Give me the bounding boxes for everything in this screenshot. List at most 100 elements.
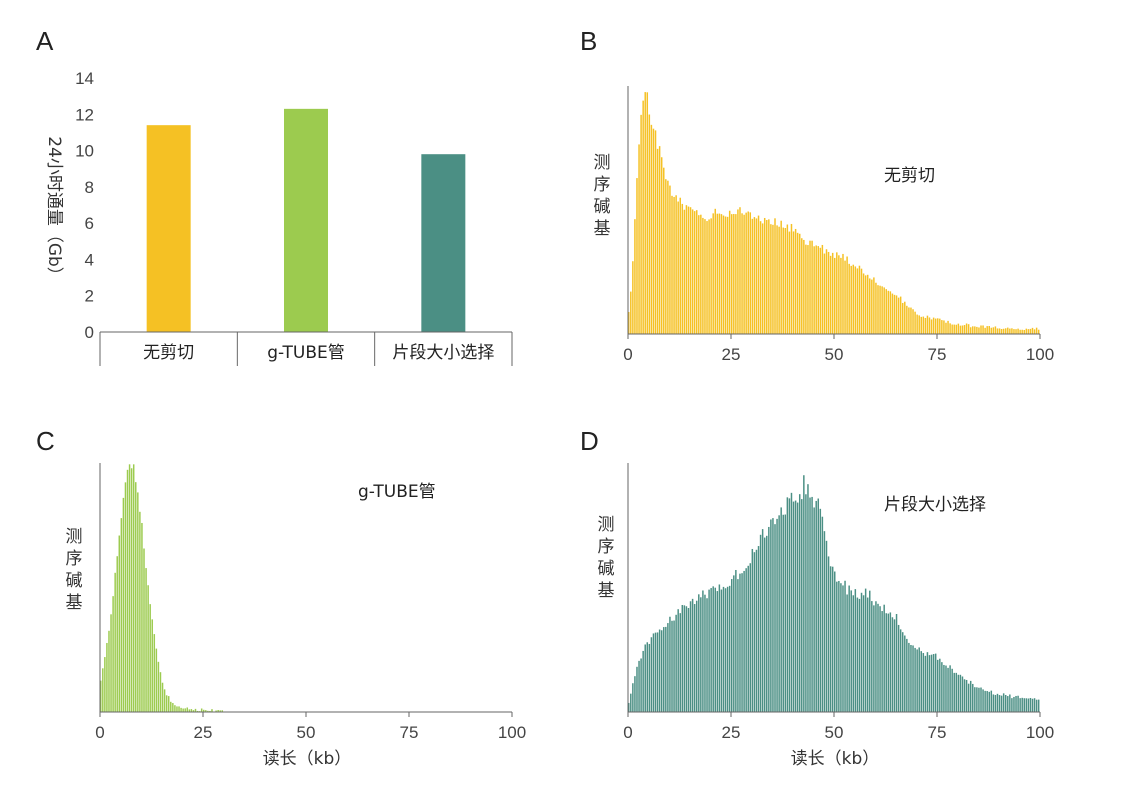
panel-d-hist-bar: [963, 679, 966, 712]
panel-b-hist-bar: [932, 317, 935, 334]
panel-b-hist-bar: [1017, 328, 1019, 334]
panel-c-y-title: 测序碱基: [66, 527, 83, 613]
panel-d-hist-bar: [689, 601, 692, 712]
panel-b-x-tick: 75: [928, 345, 947, 364]
panel-b-hist-bar: [988, 326, 990, 334]
panel-d-hist-bar: [784, 514, 787, 712]
panel-d-hist-bar: [774, 524, 776, 712]
panel-b-hist-bar: [677, 201, 679, 334]
panel-d-hist-bar: [916, 649, 918, 712]
panel-d-hist-bar: [949, 665, 951, 712]
panel-d-hist-bar: [1004, 694, 1007, 712]
panel-d-hist-bar: [848, 585, 850, 712]
panel-b-hist-bar: [815, 245, 817, 334]
panel-c-hist-bar: [120, 518, 123, 712]
panel-b-hist-bar: [965, 323, 968, 334]
panel-b-hist-bar: [982, 325, 984, 334]
panel-d-hist-bar: [803, 475, 805, 712]
panel-d-hist-bar: [644, 644, 646, 712]
panel-d-hist-bar: [854, 589, 857, 712]
panel-d-hist-bar: [856, 597, 859, 712]
panel-b-hist-bar: [716, 213, 719, 334]
panel-a-category-label: 无剪切: [143, 343, 194, 363]
panel-d-hist-bar: [805, 494, 807, 712]
panel-c-hist-bar: [221, 710, 224, 712]
panel-d-hist-bar: [1002, 693, 1005, 712]
panel-d-hist-bar: [955, 672, 958, 712]
panel-d-hist-bar: [766, 535, 768, 712]
panel-d-hist-bar: [656, 632, 659, 712]
panel-d-hist-bar: [912, 645, 914, 712]
panel-d-hist-bar: [967, 683, 970, 712]
panel-c-hist-bar: [116, 556, 118, 712]
panel-b-hist-bar: [654, 130, 657, 334]
panel-b-hist-bar: [728, 210, 731, 334]
panel-b-hist-bar: [737, 209, 739, 334]
panel-b-annotation: 无剪切: [884, 166, 935, 186]
panel-b-hist-bar: [700, 214, 702, 334]
panel-d-hist-bar: [718, 584, 721, 712]
panel-d-hist-bar: [831, 566, 834, 712]
panel-d-hist-bar: [652, 633, 655, 712]
panel-d-hist-bar: [887, 613, 890, 712]
panel-c-hist-bar: [167, 696, 170, 712]
panel-d-hist-bar: [838, 580, 840, 712]
panel-b-hist-bar: [755, 218, 758, 334]
panel-d-hist-bar: [663, 627, 665, 712]
panel-b-x-tick: 50: [825, 345, 844, 364]
panel-b-axis: 0 25 50 75 100: [623, 86, 1054, 364]
panel-b-hist-bar: [908, 307, 910, 334]
panel-d-x-title: 读长（kb）: [791, 749, 880, 769]
panel-b-hist-bar: [854, 266, 857, 334]
panel-b-hist-bar: [749, 212, 752, 334]
panel-b-hist-bar: [780, 220, 782, 334]
panel-d-hist-bar: [1009, 694, 1011, 712]
panel-d-hist-bar: [823, 531, 826, 712]
panel-b-hist-bar: [955, 324, 958, 334]
panel-b-hist-bar: [823, 253, 826, 334]
panel-d-hist-bar: [939, 658, 941, 712]
panel-d-hist-bar: [759, 534, 762, 712]
panel-d-hist-bar: [846, 594, 848, 712]
panel-d-hist-bar: [735, 569, 737, 712]
panel-d-hist-bar: [712, 586, 714, 712]
panel-a-category-label: g-TUBE管: [267, 343, 345, 363]
panel-b-hist-bar: [943, 320, 945, 334]
panel-d-hist-bar: [988, 691, 990, 712]
panel-b-hist-bar: [763, 217, 766, 334]
panel-d-hist-bar: [700, 597, 702, 712]
panel-d-hist-bar: [706, 598, 708, 712]
panel-b-hist-bar: [646, 92, 649, 335]
panel-b-hist-bar: [1013, 329, 1015, 334]
panel-c-hist-bar: [174, 705, 176, 712]
panel-c-hist-bar: [118, 535, 121, 712]
panel-b-hist-bar: [718, 213, 721, 334]
panel-d-hist-bar: [679, 613, 681, 712]
panel-d-hist-bar: [798, 494, 801, 712]
panel-d-hist-bar: [819, 508, 822, 712]
panel-d-hist-bar: [1025, 698, 1028, 712]
panel-d-hist-bar: [642, 650, 644, 712]
panel-d-hist-bar: [873, 605, 875, 712]
panel-d-annotation: 片段大小选择: [884, 495, 986, 515]
panel-b-hist-bar: [671, 195, 673, 334]
panel-a-bar: [146, 125, 191, 333]
panel-b-hist-bar: [939, 318, 941, 334]
panel-a-y-tick: 14: [75, 69, 94, 88]
panel-c-hist-bar: [165, 695, 168, 712]
panel-a-y-tick: 10: [75, 142, 94, 161]
panel-b-hist-bar: [986, 326, 988, 334]
panel-d-hist-bar: [945, 665, 947, 712]
panel-c-hist-bar: [184, 708, 186, 712]
panel-b-hist-bar: [825, 249, 828, 334]
panel-d-hist-bar: [698, 594, 700, 712]
panel-b-hist-bar: [899, 296, 902, 334]
panel-b-hist-bar: [984, 327, 986, 334]
panel-d-hist-bar: [1027, 698, 1030, 712]
panel-d-hist-bar: [722, 586, 725, 712]
panel-b-hist-bar: [733, 213, 735, 334]
panel-d-hist-bar: [671, 620, 673, 712]
panel-c-hist-bar: [203, 709, 205, 712]
panel-b-hist-bar: [660, 157, 663, 334]
panel-c-hist-bar: [159, 672, 162, 712]
